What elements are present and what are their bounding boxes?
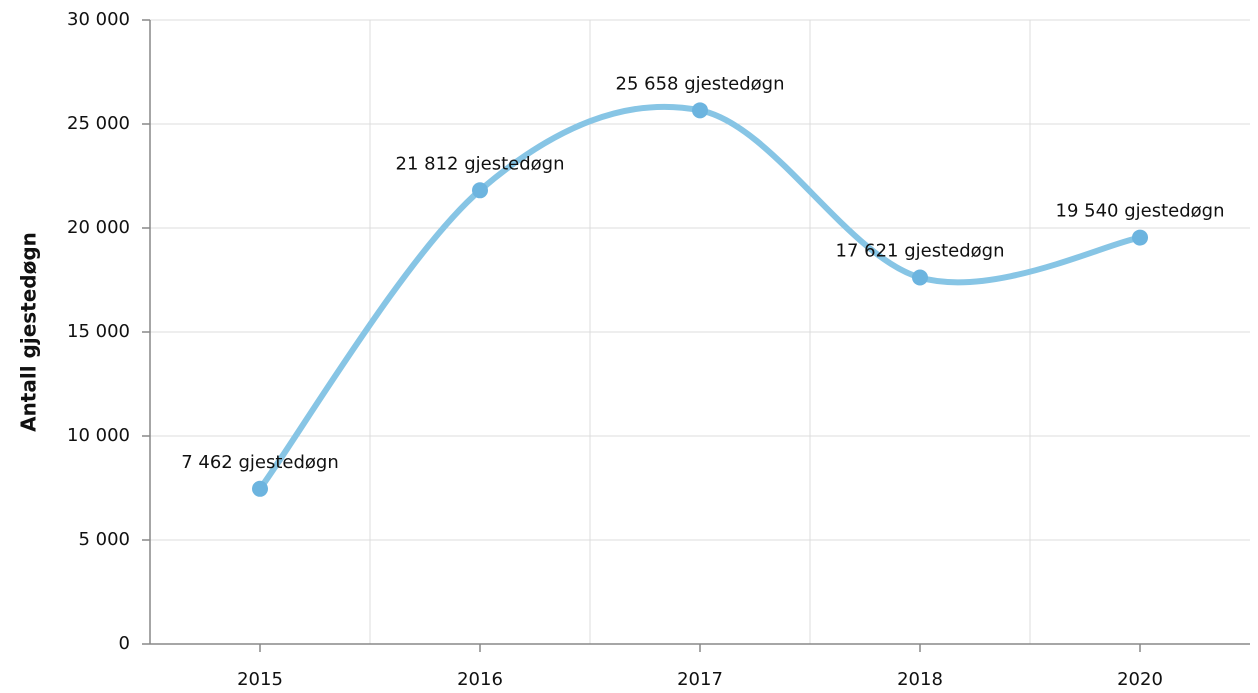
x-tick-label: 2016 [457,669,503,690]
data-label: 21 812 gjestedøgn [396,153,565,174]
y-tick-label: 15 000 [67,321,130,342]
x-tick-label: 2018 [897,669,943,690]
data-label: 7 462 gjestedøgn [181,452,339,473]
point [912,269,928,286]
point [472,182,488,199]
data-label: 17 621 gjestedøgn [836,240,1005,261]
x-tick-label: 2015 [237,669,283,690]
y-tick-label: 30 000 [67,9,130,30]
x-tick-label: 2017 [677,669,723,690]
y-tick-label: 10 000 [67,425,130,446]
point [692,102,708,119]
data-label: 25 658 gjestedøgn [616,73,785,94]
y-tick-label: 20 000 [67,217,130,238]
data-label: 19 540 gjestedøgn [1056,201,1225,222]
line [257,103,1143,492]
y-tick-label: 5 000 [78,529,130,550]
point [252,480,268,497]
point [1132,229,1148,246]
y-axis-label: Antall gjestedøgn [17,232,41,432]
y-tick-label: 25 000 [67,113,130,134]
x-tick-label: 2020 [1117,669,1163,690]
y-tick-label: 0 [119,633,130,654]
